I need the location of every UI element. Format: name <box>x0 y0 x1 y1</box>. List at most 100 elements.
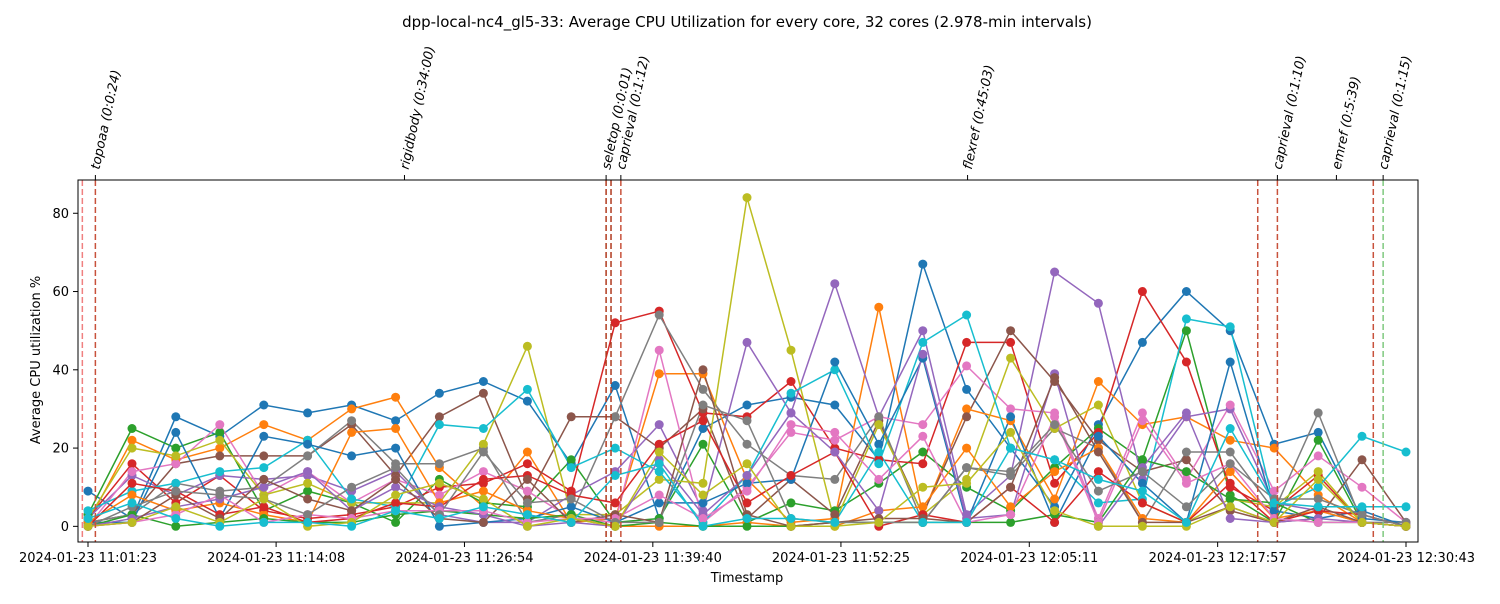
data-point-s17-20 <box>918 431 928 441</box>
data-point-s20-14 <box>654 459 664 469</box>
data-point-s8-13 <box>610 412 620 422</box>
data-point-s6-22 <box>1006 326 1016 336</box>
data-point-s20-3 <box>171 514 181 523</box>
x-axis-label: Timestamp <box>710 571 784 586</box>
data-point-s10-11 <box>522 384 532 394</box>
x-tick-label-6: 2024-01-23 12:05:11 <box>960 551 1098 566</box>
data-point-s10-3 <box>171 478 181 488</box>
data-point-s8-27 <box>1225 447 1235 457</box>
data-point-s20-18 <box>830 517 840 527</box>
data-point-s1-25 <box>1137 337 1147 347</box>
data-point-s1-13 <box>610 381 620 390</box>
x-tick-label-5: 2024-01-23 11:52:25 <box>772 551 910 566</box>
data-point-s10-1 <box>83 506 93 516</box>
data-point-s7-4 <box>215 420 225 430</box>
data-point-s19-11 <box>522 521 532 531</box>
data-point-s10-31 <box>1401 447 1411 457</box>
data-point-s14-15 <box>698 416 708 426</box>
plot-area: 0 20 40 60 80 2024-01-23 11:01:23 2024-01-23 1… <box>19 45 1475 566</box>
data-point-s4-23 <box>1050 478 1060 488</box>
data-point-s17-26 <box>1181 478 1191 488</box>
data-point-s7-30 <box>1357 482 1367 492</box>
data-point-s14-27 <box>1225 478 1235 488</box>
data-point-s20-31 <box>1401 502 1411 512</box>
data-point-s10-12 <box>566 463 576 473</box>
annotation-label-8: caprieval (0:1:15) <box>1376 55 1415 171</box>
x-tick-label-1: 2024-01-23 11:01:23 <box>19 551 157 566</box>
data-point-s2-4 <box>215 443 225 453</box>
data-point-s1-15 <box>698 424 708 433</box>
data-point-s19-22 <box>1006 427 1016 437</box>
data-point-s7-22 <box>1006 404 1016 414</box>
data-point-s19-2 <box>127 517 137 527</box>
data-point-s10-4 <box>215 467 225 477</box>
data-point-s4-17 <box>786 377 796 386</box>
data-point-s17-16 <box>742 486 752 496</box>
y-tick-label-4: 60 <box>52 285 69 300</box>
data-point-s19-10 <box>478 494 488 504</box>
data-point-s5-14 <box>654 420 664 430</box>
data-point-s18-12 <box>566 494 576 504</box>
data-point-s9-2 <box>127 443 137 453</box>
data-point-s11-3 <box>171 427 181 437</box>
data-point-s14-5 <box>259 502 269 512</box>
data-point-s17-25 <box>1137 416 1147 426</box>
x-tick-label-4: 2024-01-23 11:39:40 <box>584 551 722 566</box>
data-point-s2-5 <box>259 420 269 430</box>
data-point-s1-20 <box>918 259 928 269</box>
data-point-s10-20 <box>918 337 928 347</box>
data-point-s19-15 <box>698 490 708 500</box>
y-tick-label-3: 40 <box>52 363 69 378</box>
data-point-s13-27 <box>1225 494 1235 504</box>
data-point-s8-26 <box>1181 447 1191 457</box>
data-point-s2-11 <box>522 447 532 457</box>
data-point-s5-24 <box>1093 298 1103 308</box>
data-point-s11-9 <box>434 521 444 531</box>
data-point-s6-21 <box>962 412 972 422</box>
x-tick-label-2: 2024-01-23 11:14:08 <box>207 551 345 566</box>
data-point-s3-6 <box>303 486 313 496</box>
data-point-s13-22 <box>1006 517 1016 527</box>
data-point-s6-12 <box>566 412 576 422</box>
data-point-s20-26 <box>1181 517 1191 527</box>
data-point-s3-4 <box>215 427 225 437</box>
data-point-s2-14 <box>654 369 664 379</box>
data-point-s17-17 <box>786 420 796 430</box>
annotation-label-7: emref (0:5:39) <box>1330 75 1364 171</box>
data-point-s9-19 <box>874 420 884 430</box>
data-point-s19-5 <box>259 494 269 504</box>
data-point-s12-2 <box>127 490 137 500</box>
data-point-s19-19 <box>874 517 884 527</box>
data-point-s17-15 <box>698 514 708 523</box>
data-point-s16-6 <box>303 494 313 504</box>
data-point-s11-19 <box>874 439 884 449</box>
data-point-s11-6 <box>303 439 313 449</box>
data-point-s20-9 <box>434 514 444 523</box>
data-point-s11-7 <box>347 451 357 461</box>
data-point-s20-12 <box>566 517 576 527</box>
data-point-s3-26 <box>1181 326 1191 336</box>
data-point-s5-20 <box>918 326 928 336</box>
data-point-s10-27 <box>1225 322 1235 332</box>
data-point-s7-3 <box>171 459 181 469</box>
data-point-s18-6 <box>303 510 313 520</box>
data-point-s7-9 <box>434 490 444 500</box>
data-point-s17-29 <box>1313 517 1323 527</box>
data-point-s6-5 <box>259 451 269 461</box>
data-point-s18-15 <box>698 400 708 410</box>
data-point-s20-4 <box>215 521 225 531</box>
data-point-s18-23 <box>1050 420 1060 430</box>
data-point-s16-10 <box>478 517 488 527</box>
data-point-s20-25 <box>1137 486 1147 496</box>
data-point-s10-5 <box>259 463 269 473</box>
data-point-s4-20 <box>918 459 928 469</box>
data-point-s5-18 <box>830 279 840 289</box>
data-point-s10-13 <box>610 443 620 453</box>
data-point-s14-14 <box>654 439 664 449</box>
data-point-s3-15 <box>698 439 708 449</box>
data-point-s18-22 <box>1006 467 1016 477</box>
data-point-s15-16 <box>742 471 752 480</box>
data-point-s2-2 <box>127 435 137 445</box>
data-point-s16-24 <box>1093 447 1103 457</box>
